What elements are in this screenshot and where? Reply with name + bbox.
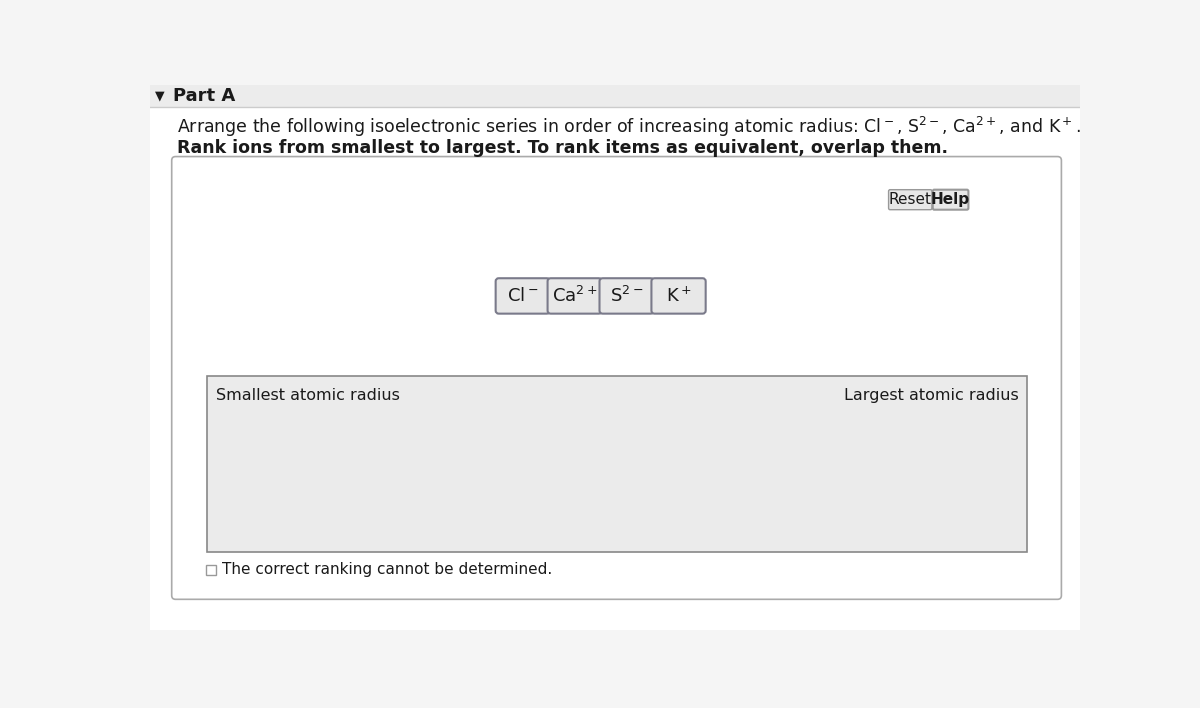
FancyBboxPatch shape — [496, 278, 550, 314]
FancyBboxPatch shape — [888, 190, 932, 210]
Bar — [208, 376, 1027, 552]
Text: Largest atomic radius: Largest atomic radius — [844, 389, 1019, 404]
Text: Arrange the following isoelectronic series in order of increasing atomic radius:: Arrange the following isoelectronic seri… — [178, 115, 1081, 139]
Text: Part A: Part A — [173, 87, 235, 105]
FancyBboxPatch shape — [547, 278, 602, 314]
FancyBboxPatch shape — [932, 190, 968, 210]
Text: Ca$^{2+}$: Ca$^{2+}$ — [552, 286, 598, 306]
Text: S$^{2-}$: S$^{2-}$ — [610, 286, 643, 306]
FancyBboxPatch shape — [600, 278, 654, 314]
Text: The correct ranking cannot be determined.: The correct ranking cannot be determined… — [222, 562, 552, 577]
Text: Rank ions from smallest to largest. To rank items as equivalent, overlap them.: Rank ions from smallest to largest. To r… — [178, 139, 948, 157]
Text: ▼: ▼ — [155, 89, 164, 102]
Bar — [206, 565, 216, 575]
FancyBboxPatch shape — [172, 156, 1062, 599]
FancyBboxPatch shape — [652, 278, 706, 314]
Text: Help: Help — [931, 192, 970, 207]
Bar — [150, 85, 1080, 106]
Text: Smallest atomic radius: Smallest atomic radius — [216, 389, 400, 404]
Text: Cl$^-$: Cl$^-$ — [508, 287, 539, 305]
Text: Reset: Reset — [889, 192, 931, 207]
Text: K$^+$: K$^+$ — [666, 286, 691, 306]
